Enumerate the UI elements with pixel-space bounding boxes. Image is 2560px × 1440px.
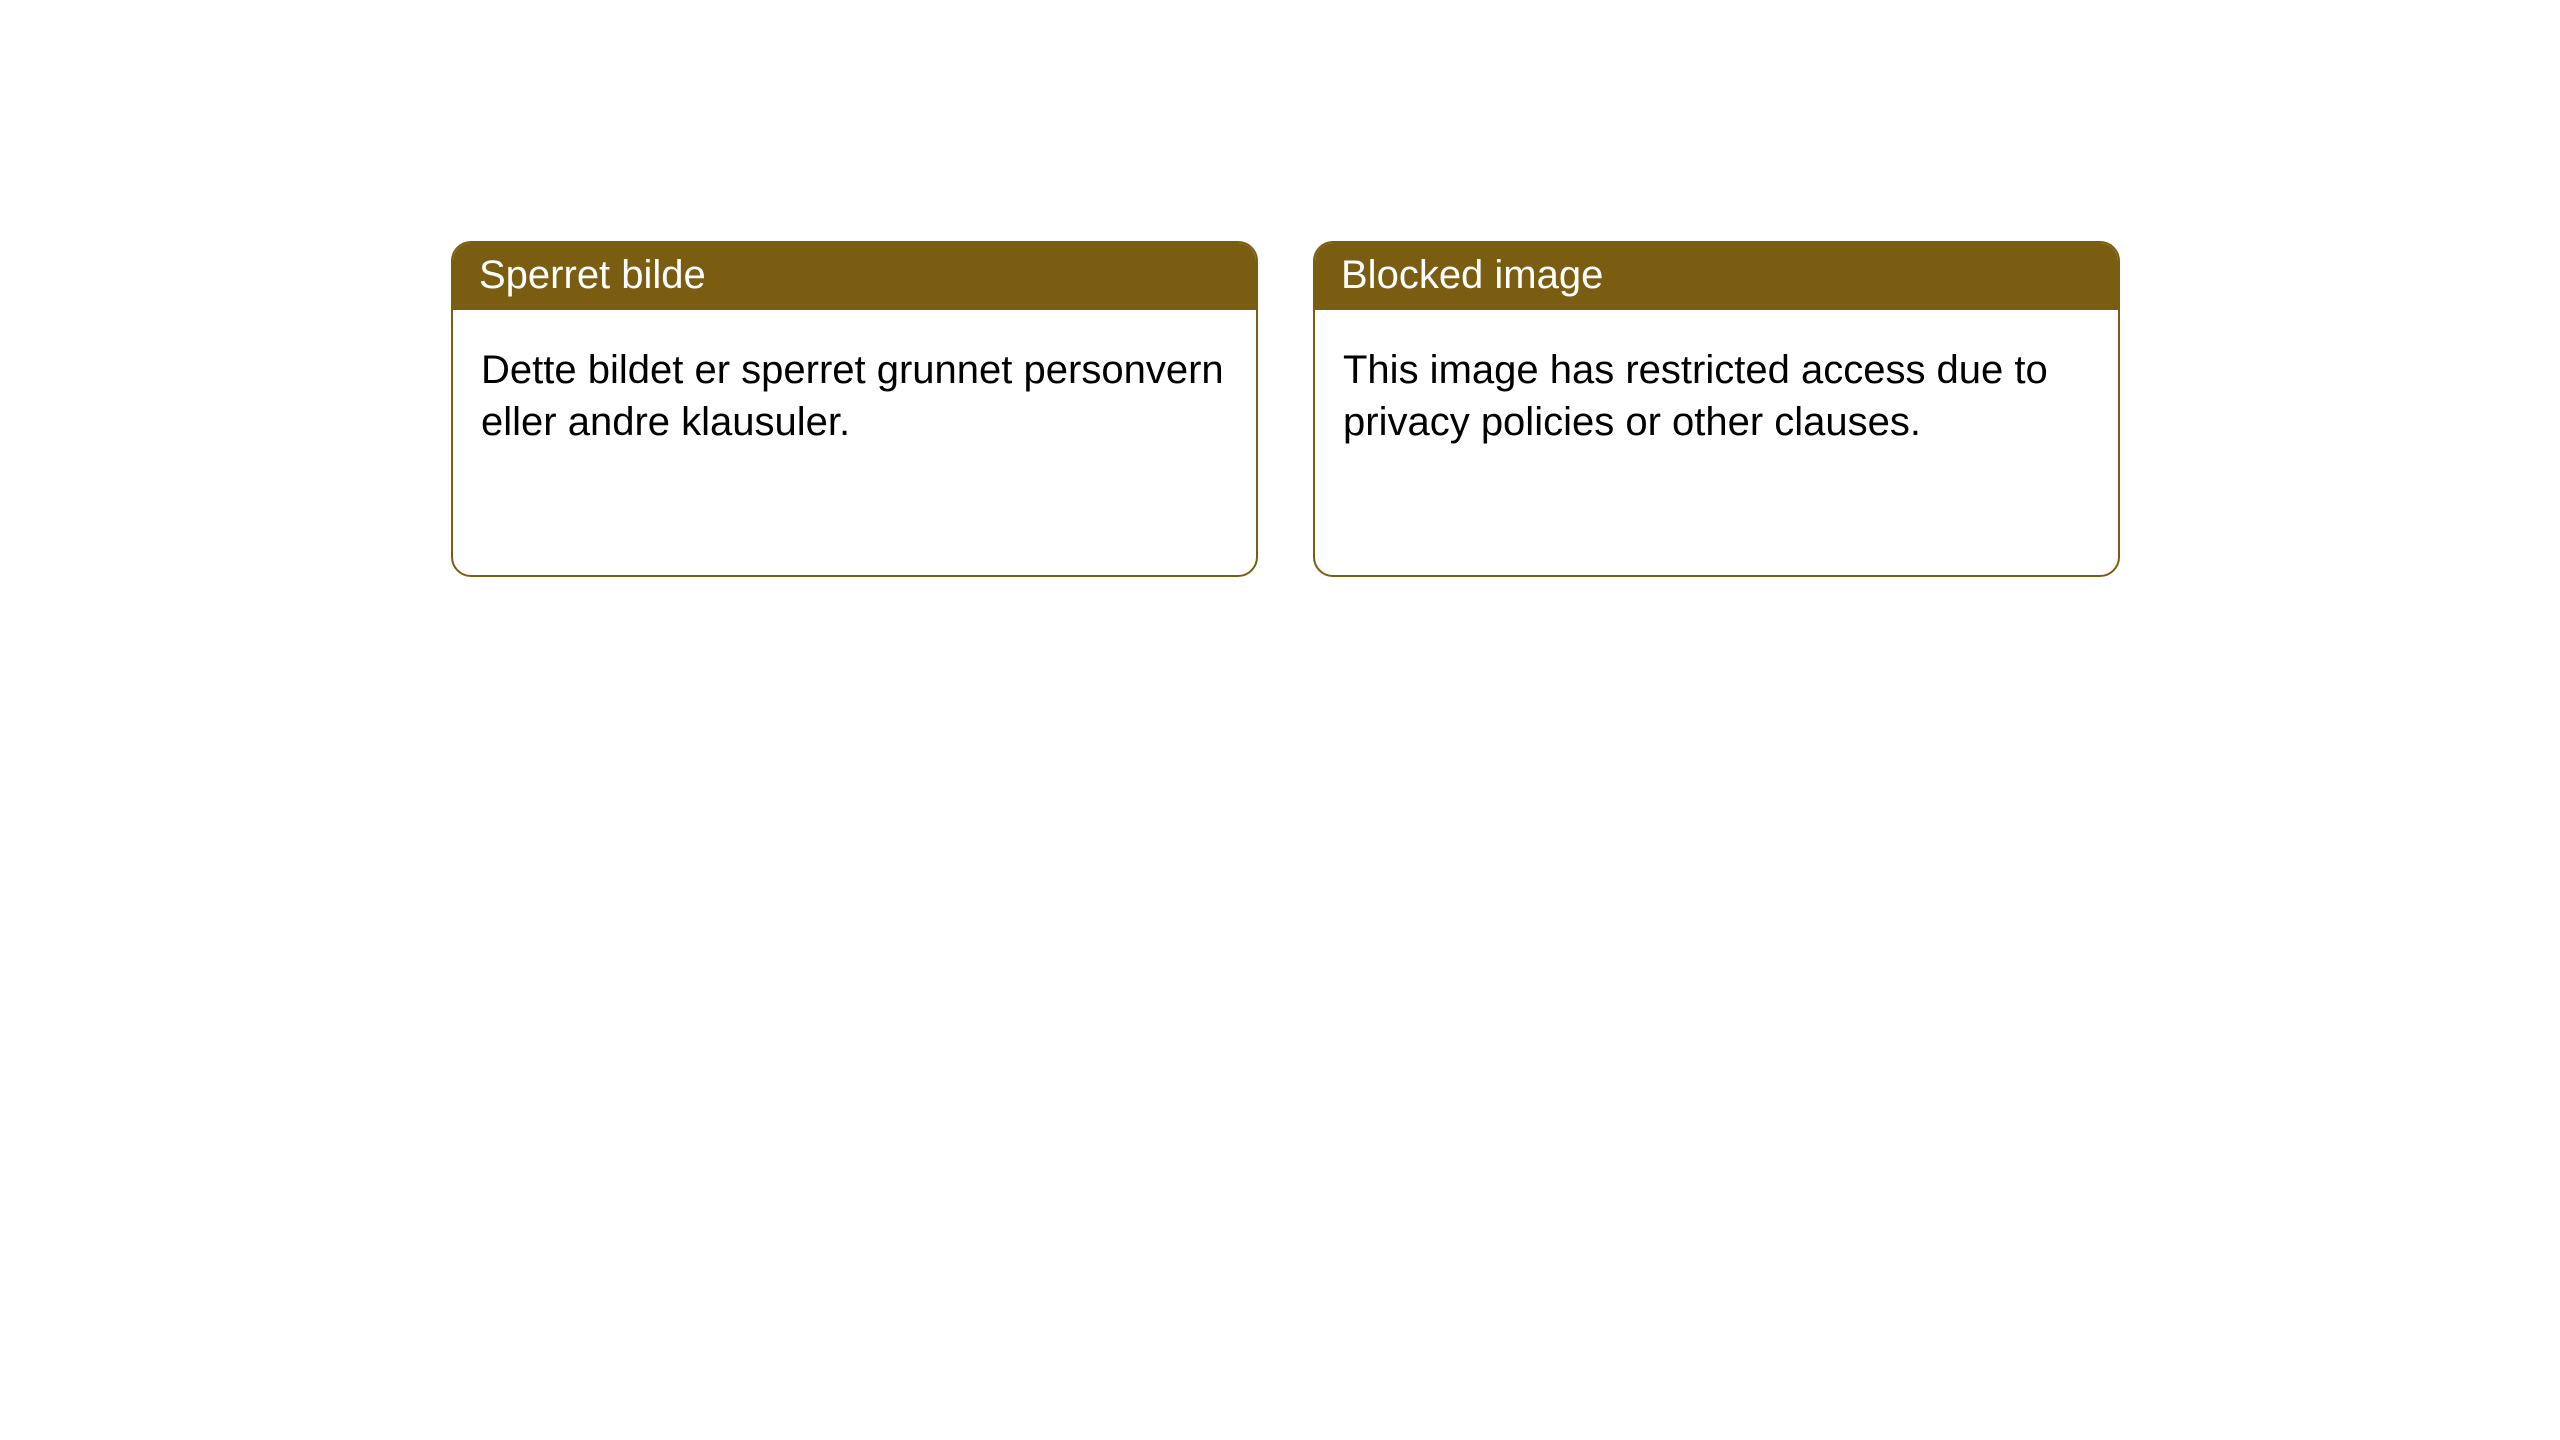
notice-message-no: Dette bildet er sperret grunnet personve…: [481, 348, 1224, 444]
notice-body-no: Dette bildet er sperret grunnet personve…: [453, 310, 1256, 482]
notice-body-en: This image has restricted access due to …: [1315, 310, 2118, 482]
notice-card-en: Blocked image This image has restricted …: [1313, 241, 2120, 577]
notice-header-en: Blocked image: [1315, 243, 2118, 310]
notice-card-no: Sperret bilde Dette bildet er sperret gr…: [451, 241, 1258, 577]
notice-title-en: Blocked image: [1341, 253, 1603, 297]
notice-title-no: Sperret bilde: [479, 253, 706, 297]
notice-header-no: Sperret bilde: [453, 243, 1256, 310]
notice-message-en: This image has restricted access due to …: [1343, 348, 2048, 444]
